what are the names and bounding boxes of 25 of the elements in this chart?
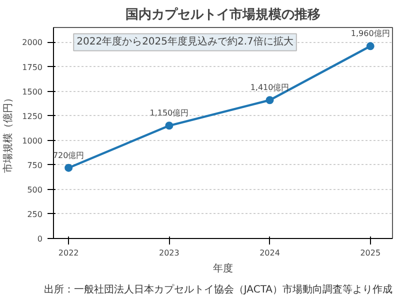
y-tick-label: 1750 <box>22 62 42 72</box>
y-axis-title: 市場規模（億円） <box>2 93 14 173</box>
y-tick-label: 750 <box>27 160 43 170</box>
point <box>64 164 73 172</box>
annotation: 2022年度から2025年度見込みで約2.7倍に拡大 <box>76 36 294 48</box>
data-label: 1,960億円 <box>350 29 390 38</box>
x-axis-title: 年度 <box>213 262 233 274</box>
x-tick-label: 2024 <box>260 248 280 258</box>
point <box>266 96 274 104</box>
x-tick-label: 2025 <box>360 248 381 258</box>
y-tick-label: 500 <box>27 185 43 194</box>
y-tick-label: 1250 <box>22 112 42 121</box>
y-tick-label: 2000 <box>22 38 42 48</box>
data-label: 1,150億円 <box>150 108 189 118</box>
data-label: 1,410億円 <box>250 83 290 92</box>
y-tick-label: 0 <box>37 234 43 244</box>
point <box>165 122 174 130</box>
y-tick-label: 1000 <box>22 136 42 146</box>
chart-title: 国内カプセルトイ市場規模の推移 <box>126 6 320 22</box>
x-tick-label: 2023 <box>159 248 180 258</box>
point <box>366 42 374 50</box>
y-tick-label: 1500 <box>22 87 42 96</box>
text: 出所：一般社団法人日本カプセルトイ協会（JACTA）市場動向調査等より作成 <box>44 284 392 296</box>
y-tick-label: 250 <box>27 210 43 219</box>
x-tick-label: 2022 <box>58 248 79 258</box>
